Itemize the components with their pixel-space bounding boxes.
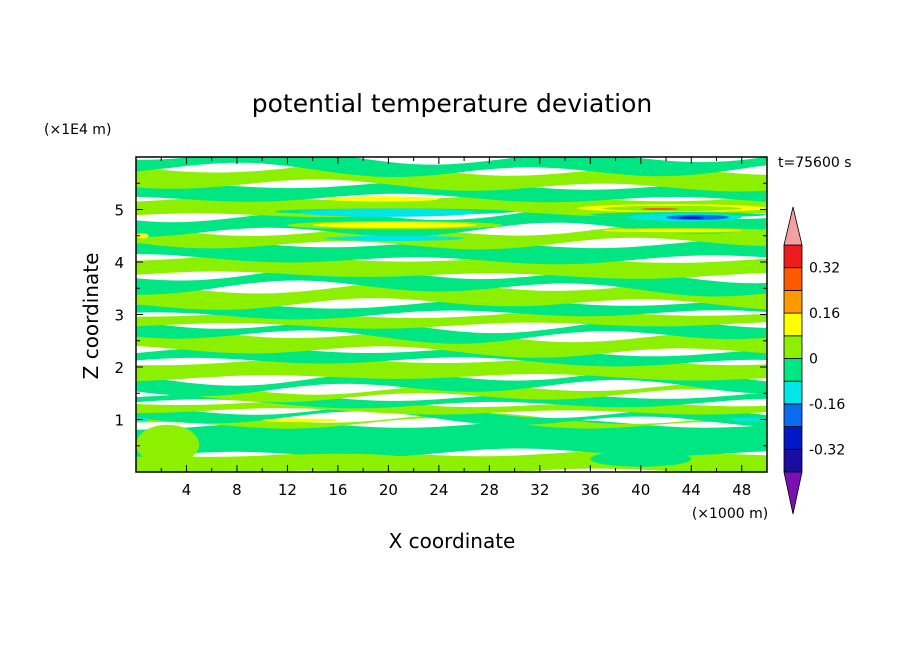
y-tick-label: 1 xyxy=(114,412,124,430)
time-label: t=75600 s xyxy=(778,155,852,171)
contour-band xyxy=(136,299,767,320)
contour-feature xyxy=(300,208,477,217)
contour-band xyxy=(136,281,767,310)
x-tick-label: 40 xyxy=(631,481,650,499)
y-unit-label: (×1E4 m) xyxy=(44,122,111,138)
colorbar-label: 0.16 xyxy=(809,306,840,322)
x-tick-label: 36 xyxy=(581,481,600,499)
contour-feature xyxy=(729,417,767,422)
contour-feature xyxy=(325,235,465,241)
colorbar-segment xyxy=(783,244,803,269)
contour-band xyxy=(136,180,767,203)
x-axis-ticks: 4 8 12 16 20 24 28 32 36 40 44 48 xyxy=(160,157,768,499)
contour-field xyxy=(136,157,767,472)
x-tick-label: 8 xyxy=(232,481,242,499)
x-tick-label: 44 xyxy=(682,481,701,499)
y-axis-label: Z coordinate xyxy=(79,253,103,380)
contour-feature xyxy=(136,233,149,239)
colorbar-segment xyxy=(783,403,803,427)
x-unit-label: (×1000 m) xyxy=(692,506,768,522)
colorbar-segment xyxy=(783,358,803,382)
x-tick-label: 20 xyxy=(379,481,398,499)
y-tick-label: 5 xyxy=(114,202,124,220)
x-axis-label: X coordinate xyxy=(389,529,516,553)
contour-band xyxy=(136,157,767,177)
contour-feature xyxy=(262,418,338,423)
contour-feature xyxy=(590,451,692,467)
colorbar-segment xyxy=(783,426,803,450)
x-tick-label: 4 xyxy=(182,481,192,499)
colorbar-segment xyxy=(783,380,803,405)
colorbar-label: 0.32 xyxy=(809,261,840,277)
y-tick-label: 3 xyxy=(114,307,124,325)
y-tick-label: 4 xyxy=(114,254,124,272)
contour-feature xyxy=(136,424,200,465)
colorbar-segment xyxy=(783,289,803,314)
x-tick-label: 48 xyxy=(732,481,751,499)
x-tick-label: 24 xyxy=(429,481,448,499)
x-tick-label: 16 xyxy=(328,481,347,499)
contour-band xyxy=(136,419,767,458)
colorbar-under-triangle xyxy=(783,471,803,515)
contour-band xyxy=(136,412,767,429)
chart-title: potential temperature deviation xyxy=(252,89,652,118)
y-axis-ticks: 1 2 3 4 5 xyxy=(114,182,767,447)
colorbar-over-triangle xyxy=(783,206,803,246)
colorbar-label: 0 xyxy=(809,352,818,368)
contour-feature xyxy=(262,453,414,467)
y-tick-label: 2 xyxy=(114,359,124,377)
contour-feature xyxy=(602,228,742,233)
contour-band xyxy=(136,238,767,265)
x-tick-label: 28 xyxy=(480,481,499,499)
colorbar-segment xyxy=(783,267,803,291)
colorbar: 0.32 0.16 0 -0.16 -0.32 xyxy=(783,206,845,515)
colorbar-label: -0.32 xyxy=(809,442,845,458)
colorbar-segment xyxy=(783,335,803,359)
colorbar-segment xyxy=(783,312,803,337)
colorbar-segment xyxy=(783,448,803,473)
x-tick-label: 32 xyxy=(530,481,549,499)
x-tick-label: 12 xyxy=(278,481,297,499)
colorbar-label: -0.16 xyxy=(809,397,845,413)
contour-feature xyxy=(678,216,704,219)
contour-band xyxy=(136,319,767,344)
contour-feature xyxy=(640,207,679,211)
contour-feature xyxy=(312,222,477,228)
contour-band xyxy=(136,381,767,403)
contour-band xyxy=(136,403,767,427)
contour-feature xyxy=(325,196,439,202)
